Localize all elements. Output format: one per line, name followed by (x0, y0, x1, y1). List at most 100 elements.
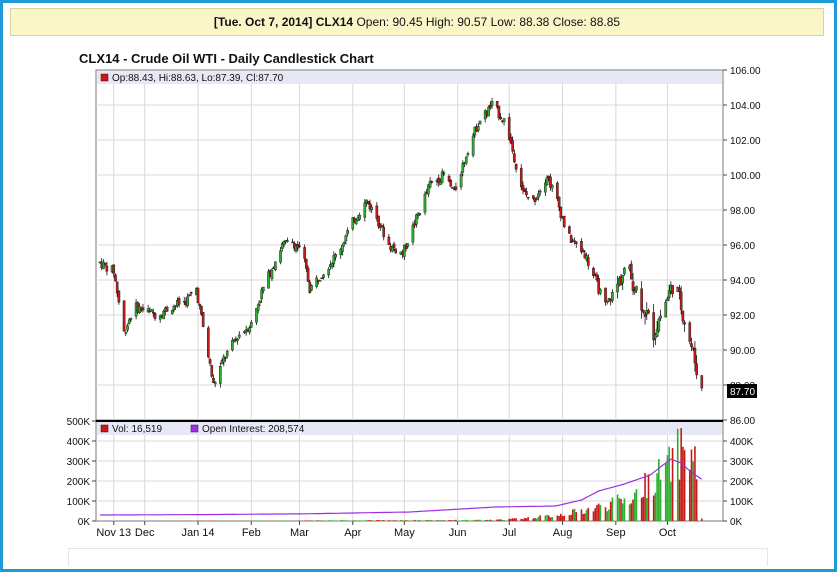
volume-bar (678, 479, 681, 521)
candle-body (392, 243, 396, 248)
candle-body (354, 219, 358, 225)
price-legend-text: Op:88.43, Hi:88.63, Lo:87.39, Cl:87.70 (112, 73, 284, 84)
volume-bar (370, 520, 373, 521)
volume-bar (334, 520, 337, 521)
volume-bar (535, 518, 538, 521)
candle-body (573, 240, 576, 242)
volume-bar (329, 520, 332, 521)
candle-body (141, 307, 145, 311)
candle-body (513, 153, 516, 163)
volume-bar (597, 503, 600, 521)
volume-bar (666, 455, 669, 521)
volume-bar (556, 515, 559, 521)
candle-body (404, 245, 408, 249)
candle-body (222, 356, 226, 363)
candle-body (339, 248, 343, 256)
volume-bar (568, 515, 571, 521)
candle-body (115, 281, 119, 294)
candle-body (616, 283, 619, 293)
candle-body (403, 244, 406, 257)
volume-bar (523, 517, 526, 521)
candle-body (208, 359, 212, 364)
candle-body (538, 190, 542, 193)
candle-body (212, 378, 215, 384)
volume-bar (656, 473, 658, 521)
volume-bar (365, 520, 368, 521)
volume-bar (382, 520, 385, 521)
volume-bar (498, 519, 500, 521)
volume-bar (305, 520, 308, 521)
candle-body (322, 274, 325, 278)
volume-bar (367, 520, 370, 521)
candle-body (105, 265, 109, 272)
candle-body (428, 180, 432, 188)
candle-body (225, 350, 229, 357)
volume-bar (546, 514, 548, 521)
volume-bar (682, 446, 684, 521)
candle-body (351, 217, 355, 230)
candle-body (559, 206, 563, 218)
volume-bar (467, 520, 469, 521)
candle-body (366, 201, 370, 205)
volume-bar (369, 520, 371, 521)
candle-body (305, 259, 308, 269)
candle-body (198, 304, 202, 306)
candle-body (126, 325, 129, 331)
candle-body (280, 243, 284, 249)
candle-body (207, 327, 210, 358)
candle-body (604, 287, 607, 303)
candle-body (599, 289, 602, 294)
volume-bar (475, 520, 478, 521)
candle-body (382, 226, 386, 238)
last-price-marker (727, 384, 757, 398)
low-value: 88.38 (519, 15, 550, 29)
candle-body (236, 339, 239, 341)
volume-bar (353, 520, 356, 521)
volume-bar (652, 495, 655, 521)
candle-body (605, 300, 609, 303)
price-tick-label: 98.00 (730, 206, 755, 217)
candle-body (170, 310, 174, 314)
volume-bar (620, 498, 622, 521)
close-label: Close: (552, 15, 587, 29)
candle-body (250, 322, 253, 328)
volume-bar (460, 520, 462, 521)
candle-body (415, 214, 418, 225)
candle-body (483, 110, 487, 120)
volume-bar (405, 520, 407, 521)
volume-bar (596, 505, 598, 521)
candle-body (611, 291, 614, 301)
candle-body (461, 163, 465, 173)
volume-bar (437, 520, 440, 521)
volume-bar (670, 481, 672, 521)
candle-body (568, 226, 571, 234)
volume-bar (539, 515, 541, 521)
candle-body (344, 235, 348, 242)
volume-bar (286, 520, 289, 521)
candle-body (341, 244, 344, 252)
volume-bar (501, 520, 504, 521)
volume-bar (635, 489, 638, 521)
volume-bar (587, 507, 590, 521)
volume-bar (551, 517, 554, 521)
volume-bar (701, 518, 703, 521)
candle-body (495, 101, 499, 108)
volume-bar (688, 469, 691, 521)
candle-body (150, 309, 153, 312)
volume-bar (427, 520, 430, 521)
candle-body (459, 174, 463, 188)
volume-bar (441, 520, 443, 521)
x-tick-label: Mar (290, 527, 309, 539)
candle-body (286, 240, 289, 242)
x-tick-label: Dec (135, 527, 155, 539)
price-tick-label: 86.00 (730, 416, 755, 427)
candle-body (569, 235, 573, 243)
candle-body (437, 177, 441, 183)
high-value: 90.57 (457, 15, 488, 29)
candle-body (466, 153, 470, 155)
oi-legend-text: Open Interest: 208,574 (202, 424, 305, 435)
volume-bar (640, 497, 643, 521)
volume-bar (575, 512, 578, 521)
candle-body (262, 286, 265, 292)
candle-body (526, 196, 530, 199)
